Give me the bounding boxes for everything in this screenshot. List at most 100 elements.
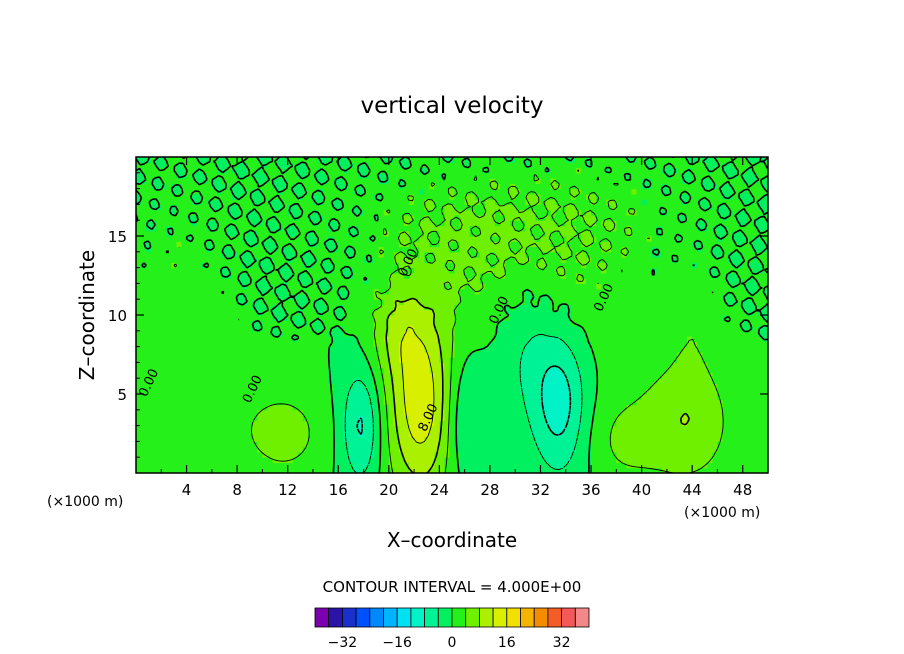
field-cell bbox=[500, 388, 506, 395]
field-cell bbox=[201, 451, 208, 458]
field-cell bbox=[474, 246, 481, 253]
field-cell bbox=[479, 236, 486, 242]
field-cell bbox=[333, 230, 339, 237]
field-cell bbox=[489, 399, 496, 406]
field-cell bbox=[373, 436, 380, 442]
field-cell bbox=[287, 230, 294, 237]
field-cell bbox=[409, 262, 415, 269]
field-cell bbox=[439, 225, 446, 232]
field-cell bbox=[444, 157, 451, 163]
field-cell bbox=[464, 257, 471, 263]
field-cell bbox=[469, 304, 476, 311]
field-cell bbox=[505, 425, 511, 432]
field-cell bbox=[323, 241, 329, 248]
field-cell bbox=[484, 193, 491, 200]
field-cell bbox=[242, 257, 248, 263]
field-cell bbox=[227, 188, 233, 195]
field-cell bbox=[550, 157, 557, 163]
field-cell bbox=[393, 446, 400, 453]
field-cell bbox=[262, 262, 269, 269]
field-cell bbox=[464, 230, 471, 237]
field-cell bbox=[292, 346, 299, 353]
field-cell bbox=[515, 278, 521, 284]
field-cell bbox=[444, 293, 451, 300]
field-cell bbox=[216, 441, 223, 448]
field-cell bbox=[424, 362, 430, 369]
field-cell bbox=[211, 362, 218, 369]
field-cell bbox=[439, 430, 446, 437]
field-cell bbox=[196, 178, 203, 184]
field-cell bbox=[373, 167, 380, 174]
field-cell bbox=[368, 204, 375, 211]
field-cell bbox=[363, 183, 370, 190]
field-cell bbox=[302, 388, 309, 395]
field-cell bbox=[287, 467, 294, 473]
field-cell bbox=[540, 236, 547, 242]
field-cell bbox=[191, 394, 198, 400]
field-cell bbox=[414, 214, 420, 221]
field-cell bbox=[388, 341, 395, 348]
field-cell bbox=[161, 320, 167, 327]
field-cell bbox=[252, 330, 258, 337]
field-cell bbox=[307, 209, 314, 216]
field-cell bbox=[161, 409, 167, 416]
field-cell bbox=[237, 346, 243, 353]
field-cell bbox=[318, 193, 324, 200]
field-cell bbox=[459, 214, 466, 221]
field-cell bbox=[393, 430, 400, 437]
field-cell bbox=[282, 383, 289, 390]
field-cell bbox=[520, 167, 526, 174]
field-cell bbox=[494, 457, 501, 464]
field-cell bbox=[469, 367, 476, 374]
field-cell bbox=[444, 325, 451, 332]
field-cell bbox=[535, 225, 542, 232]
field-cell bbox=[282, 251, 289, 258]
field-cell bbox=[292, 341, 299, 348]
field-cell bbox=[282, 372, 289, 379]
field-cell bbox=[550, 241, 557, 248]
field-cell bbox=[393, 193, 400, 200]
field-cell bbox=[484, 257, 491, 263]
field-cell bbox=[479, 451, 486, 458]
field-cell bbox=[378, 357, 385, 363]
field-cell bbox=[540, 183, 547, 190]
field-cell bbox=[171, 441, 178, 448]
field-cell bbox=[414, 420, 420, 427]
field-cell bbox=[333, 409, 339, 416]
field-cell bbox=[494, 388, 501, 395]
field-cell bbox=[444, 467, 451, 473]
field-cell bbox=[398, 399, 405, 406]
field-cell bbox=[368, 157, 375, 163]
field-cell bbox=[171, 415, 178, 421]
field-cell bbox=[146, 278, 152, 284]
field-cell bbox=[262, 367, 269, 374]
field-cell bbox=[403, 188, 410, 195]
field-cell bbox=[227, 309, 233, 316]
field-cell bbox=[494, 441, 501, 448]
field-cell bbox=[282, 425, 289, 432]
field-cell bbox=[201, 257, 208, 263]
field-cell bbox=[328, 451, 334, 458]
field-cell bbox=[474, 178, 481, 184]
field-cell bbox=[484, 362, 491, 369]
field-cell bbox=[479, 304, 486, 311]
field-cell bbox=[398, 293, 405, 300]
field-cell bbox=[449, 367, 456, 374]
field-cell bbox=[242, 304, 248, 311]
field-cell bbox=[343, 230, 349, 237]
field-cell bbox=[409, 172, 415, 179]
field-cell bbox=[307, 446, 314, 453]
field-cell bbox=[257, 230, 263, 237]
field-cell bbox=[545, 236, 552, 242]
field-cell bbox=[459, 457, 466, 464]
field-cell bbox=[216, 288, 223, 295]
field-cell bbox=[252, 399, 258, 406]
field-cell bbox=[201, 446, 208, 453]
field-cell bbox=[479, 241, 486, 248]
field-cell bbox=[237, 420, 243, 427]
field-cell bbox=[307, 172, 314, 179]
field-cell bbox=[505, 236, 511, 242]
field-cell bbox=[550, 293, 557, 300]
field-cell bbox=[323, 204, 329, 211]
field-cell bbox=[474, 278, 481, 284]
